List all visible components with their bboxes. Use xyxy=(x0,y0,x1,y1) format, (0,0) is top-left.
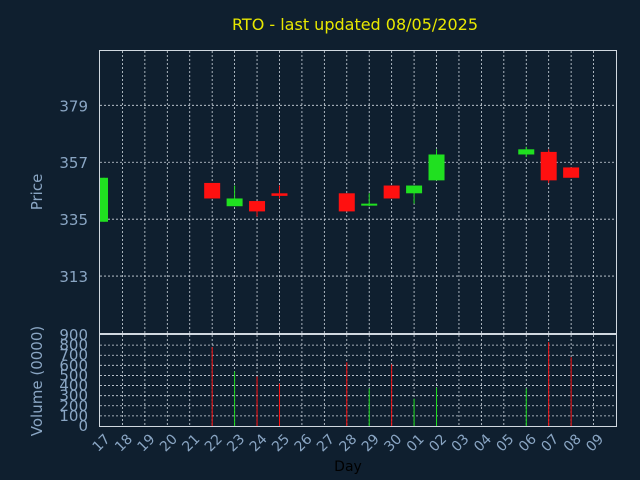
price-grid xyxy=(100,51,616,333)
candle-body xyxy=(249,201,266,212)
candles xyxy=(100,146,580,222)
x-tick-label: 01 xyxy=(404,431,428,455)
x-tick-label: 07 xyxy=(538,431,562,455)
price-tick-label: 335 xyxy=(59,211,88,229)
volume-grid xyxy=(100,335,616,426)
volume-tick-label: 700 xyxy=(59,346,88,364)
volume-tick-label: 300 xyxy=(59,387,88,405)
volume-tick-label: 200 xyxy=(59,397,88,415)
volume-tick-label: 0 xyxy=(78,417,88,435)
volume-tick-label: 900 xyxy=(59,326,88,344)
x-tick-label: 18 xyxy=(112,431,136,455)
candle-body xyxy=(100,177,108,222)
x-axis-label: Day xyxy=(334,459,362,475)
x-tick-label: 29 xyxy=(359,431,383,455)
x-tick-label: 27 xyxy=(314,431,338,455)
candle-body xyxy=(271,193,288,196)
x-tick-label: 24 xyxy=(247,431,271,455)
x-tick-label: 21 xyxy=(179,431,203,455)
x-tick-label: 09 xyxy=(583,431,607,455)
x-tick-label: 30 xyxy=(381,431,405,455)
candle-body xyxy=(428,154,445,181)
candle-body xyxy=(361,203,378,206)
chart-title: RTO - last updated 08/05/2025 xyxy=(232,15,478,34)
x-tick-label: 28 xyxy=(336,431,360,455)
volume-bars xyxy=(211,342,572,426)
volume-tick-label: 800 xyxy=(59,336,88,354)
volume-tick-label: 100 xyxy=(59,407,88,425)
volume-axis-label: Volume (0000) xyxy=(28,326,46,436)
price-panel: 379 357 335 313 Price xyxy=(28,50,617,334)
candle-body xyxy=(226,198,243,207)
candle-body xyxy=(204,182,221,199)
x-tick-label: 25 xyxy=(269,431,293,455)
x-tick-label: 23 xyxy=(224,431,248,455)
candle-body xyxy=(338,193,355,212)
candle-body xyxy=(563,167,580,178)
volume-frame xyxy=(99,334,617,427)
candle-body xyxy=(406,185,423,194)
x-tick-label: 17 xyxy=(90,431,114,455)
x-tick-label: 08 xyxy=(561,431,585,455)
volume-tick-label: 400 xyxy=(59,377,88,395)
volume-tick-label: 600 xyxy=(59,356,88,374)
price-frame xyxy=(99,50,617,334)
x-tick-label: 04 xyxy=(471,431,495,455)
price-tick-label: 379 xyxy=(59,97,88,115)
x-tick-label: 02 xyxy=(426,431,450,455)
x-tick-label: 06 xyxy=(516,431,540,455)
candle-body xyxy=(383,185,400,199)
x-tick-label: 22 xyxy=(202,431,226,455)
x-tick-label: 26 xyxy=(292,431,316,455)
x-tick-label: 05 xyxy=(494,431,518,455)
price-tick-label: 313 xyxy=(59,268,88,286)
candle-body xyxy=(518,149,535,155)
price-yticks: 379 357 335 313 xyxy=(59,97,88,286)
x-ticks: 1718192021222324252627282930010203040506… xyxy=(90,431,607,455)
x-tick-label: 19 xyxy=(135,431,159,455)
x-tick-label: 20 xyxy=(157,431,181,455)
volume-tick-label: 500 xyxy=(59,366,88,384)
price-tick-label: 357 xyxy=(59,154,88,172)
x-tick-label: 03 xyxy=(449,431,473,455)
price-axis-label: Price xyxy=(28,174,46,211)
candle-body xyxy=(540,151,557,181)
